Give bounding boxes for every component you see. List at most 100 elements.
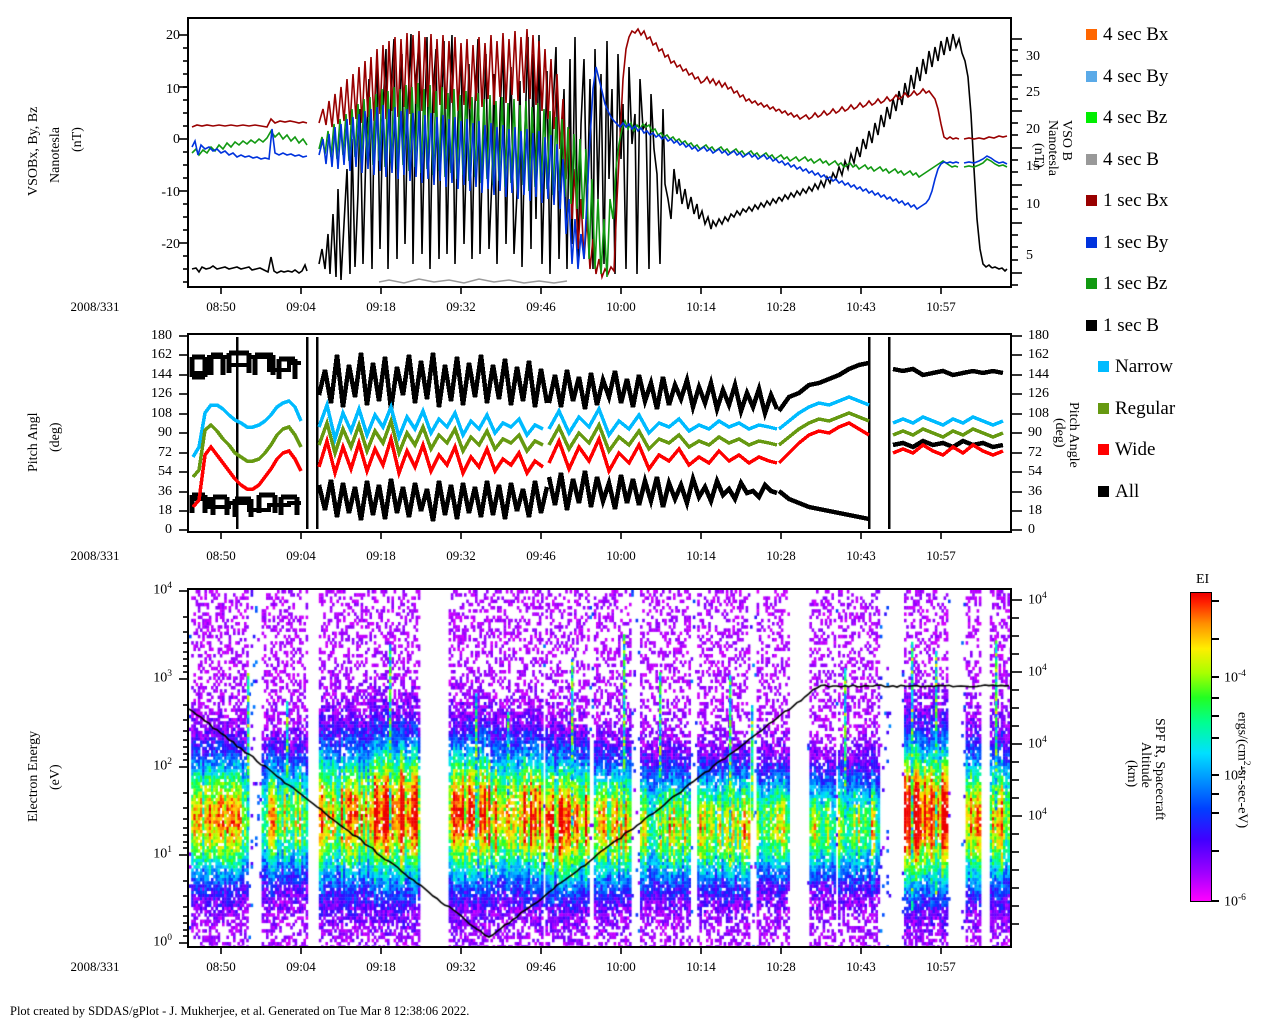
legend-item-2[interactable]: 4 sec Bz	[1086, 97, 1276, 139]
spec-left-axis-line2: (eV)	[48, 764, 63, 790]
legend-label-6: 1 sec Bz	[1103, 273, 1168, 295]
mag-date-label: 2008/331	[70, 299, 120, 314]
pitch-left-ticks	[179, 335, 189, 531]
colorbar-label-1: 10-5	[1224, 767, 1246, 784]
spec-time-tick-5: 10:00	[606, 959, 636, 974]
mag-left-axis-title2: Nanotesla	[48, 127, 63, 183]
legend-item-0[interactable]: 4 sec Bx	[1086, 14, 1276, 56]
colorbar-tick-6	[1212, 774, 1219, 776]
pitch-ytick-180-left: 180	[151, 328, 172, 343]
mag-right-ytick-30: 30	[1026, 49, 1040, 64]
pitch-ytick-90-right: 90	[1028, 425, 1042, 440]
legend-item-8[interactable]: Narrow	[1086, 346, 1276, 388]
colorbar-tick-0	[1212, 600, 1219, 602]
legend-label-8: Narrow	[1115, 356, 1174, 378]
spec-ytick-10e2-exp: 2	[167, 757, 172, 767]
mag-ytick-10: 10	[166, 82, 180, 97]
legend-item-4[interactable]: 1 sec Bx	[1086, 180, 1276, 222]
spec-ytick-10e4: 104	[140, 581, 172, 598]
legend-item-7[interactable]: 1 sec B	[1086, 305, 1276, 347]
mag-right-axis-line1: VSO B	[1059, 120, 1074, 161]
mag-right-axis-title3: (nT)	[1031, 143, 1046, 168]
spec-right-axis-title: SPF R, Spacecraft	[1152, 718, 1167, 820]
spec-time-tick-7: 10:28	[766, 959, 796, 974]
pitch-ytick-180-right: 180	[1028, 328, 1049, 343]
spec-left-axis-title2: (eV)	[48, 764, 63, 790]
spec-left-axis-line1: Electron Energy	[26, 730, 41, 822]
mag-time-tick-8: 10:43	[846, 299, 876, 314]
legend-swatch-icon-2	[1086, 112, 1097, 124]
pitch-right-axis-line1: Pitch Angle	[1066, 402, 1081, 468]
legend-label-5: 1 sec By	[1103, 231, 1169, 253]
legend-label-4: 1 sec Bx	[1103, 190, 1169, 212]
spec-time-tick-4: 09:46	[526, 959, 556, 974]
colorbar-tick-3	[1212, 697, 1219, 699]
spec-time-tick-6: 10:14	[686, 959, 716, 974]
pitch-ytick-144-right: 144	[1028, 367, 1049, 382]
spec-time-tick-2: 09:18	[366, 959, 396, 974]
colorbar-tick-2	[1212, 676, 1219, 678]
colorbar-label-2-exp: -6	[1238, 893, 1246, 903]
legend-item-11[interactable]: All	[1086, 471, 1276, 513]
legend-swatch-icon-0	[1086, 29, 1097, 41]
mag-left-axis-line1: VSOBx, By, Bz	[26, 106, 41, 196]
legend-item-10[interactable]: Wide	[1086, 429, 1276, 471]
pitch-ytick-54-left: 54	[158, 464, 172, 479]
pitch-right-axis-title: Pitch Angle	[1066, 402, 1081, 468]
spec-right-ytick-1: 104	[1028, 663, 1047, 680]
spec-right-ytick-0: 104	[1028, 591, 1047, 608]
mag-bottom-ticks	[220, 286, 942, 294]
colorbar-tick-8	[1212, 812, 1219, 814]
legend-item-6[interactable]: 1 sec Bz	[1086, 263, 1276, 305]
mag-left-axis-line3: (nT)	[70, 127, 85, 152]
spec-ytick-10e3-exp: 3	[167, 669, 172, 679]
pitch-time-tick-6: 10:14	[686, 548, 716, 563]
spec-ytick-10e3: 103	[140, 669, 172, 686]
spec-right-ytick-0-base: 10	[1028, 592, 1042, 608]
spec-ytick-10e2-base: 10	[153, 758, 168, 774]
colorbar-units-post: -sr-sec-eV)	[1234, 765, 1250, 829]
legend-label-11: All	[1115, 480, 1140, 502]
legend-item-9[interactable]: Regular	[1086, 388, 1276, 430]
magnetic-field-plot-frame	[187, 17, 1012, 288]
legend-item-1[interactable]: 4 sec By	[1086, 56, 1276, 98]
legend-label-2: 4 sec Bz	[1103, 107, 1168, 129]
pitch-ytick-18-right: 18	[1028, 503, 1042, 518]
colorbar-tick-10	[1212, 900, 1219, 902]
colorbar-title: EI	[1196, 572, 1210, 587]
spec-right-ytick-0-exp: 4	[1042, 591, 1047, 601]
spec-left-ticks	[179, 590, 189, 944]
spec-right-ytick-1-base: 10	[1028, 664, 1042, 680]
spec-right-axis-title3: (km)	[1124, 760, 1139, 787]
pitch-ytick-0-right: 0	[1028, 522, 1035, 537]
pitch-time-tick-5: 10:00	[606, 548, 636, 563]
legend-label-7: 1 sec B	[1103, 314, 1159, 336]
colorbar-tick-5	[1212, 737, 1219, 739]
colorbar-label-2-base: 10	[1224, 894, 1238, 910]
spec-ytick-10e3-base: 10	[153, 670, 168, 686]
legend-item-5[interactable]: 1 sec By	[1086, 222, 1276, 264]
legend-swatch-icon-8	[1098, 361, 1109, 373]
pitch-ytick-36-left: 36	[158, 484, 172, 499]
legend-item-3[interactable]: 4 sec B	[1086, 139, 1276, 181]
spec-time-tick-8: 10:43	[846, 959, 876, 974]
pitch-date-label: 2008/331	[70, 548, 120, 563]
mag-time-tick-5: 10:00	[606, 299, 636, 314]
mag-time-tick-2: 09:18	[366, 299, 396, 314]
pitch-ytick-72-right: 72	[1028, 445, 1042, 460]
pitch-ytick-54-right: 54	[1028, 464, 1042, 479]
pitch-ytick-144-left: 144	[151, 367, 172, 382]
spec-right-axis-line2: Altitude	[1138, 742, 1153, 788]
mag-right-axis-line2: Nanotesla	[1045, 120, 1060, 176]
mag-right-ytick-15: 15	[1026, 159, 1040, 174]
pitch-ytick-0-left: 0	[165, 522, 172, 537]
pitch-ytick-108-left: 108	[151, 406, 172, 421]
pitch-right-ticks	[1012, 335, 1022, 531]
spec-right-axis-line1: SPF R, Spacecraft	[1152, 718, 1167, 821]
magnetic-field-traces	[191, 27, 1008, 284]
spec-right-ytick-2: 104	[1028, 735, 1047, 752]
spec-ytick-10e4-exp: 4	[167, 581, 172, 591]
pitch-angle-traces	[189, 337, 1004, 529]
mag-time-tick-3: 09:32	[446, 299, 476, 314]
spec-right-ticks	[1012, 599, 1022, 925]
